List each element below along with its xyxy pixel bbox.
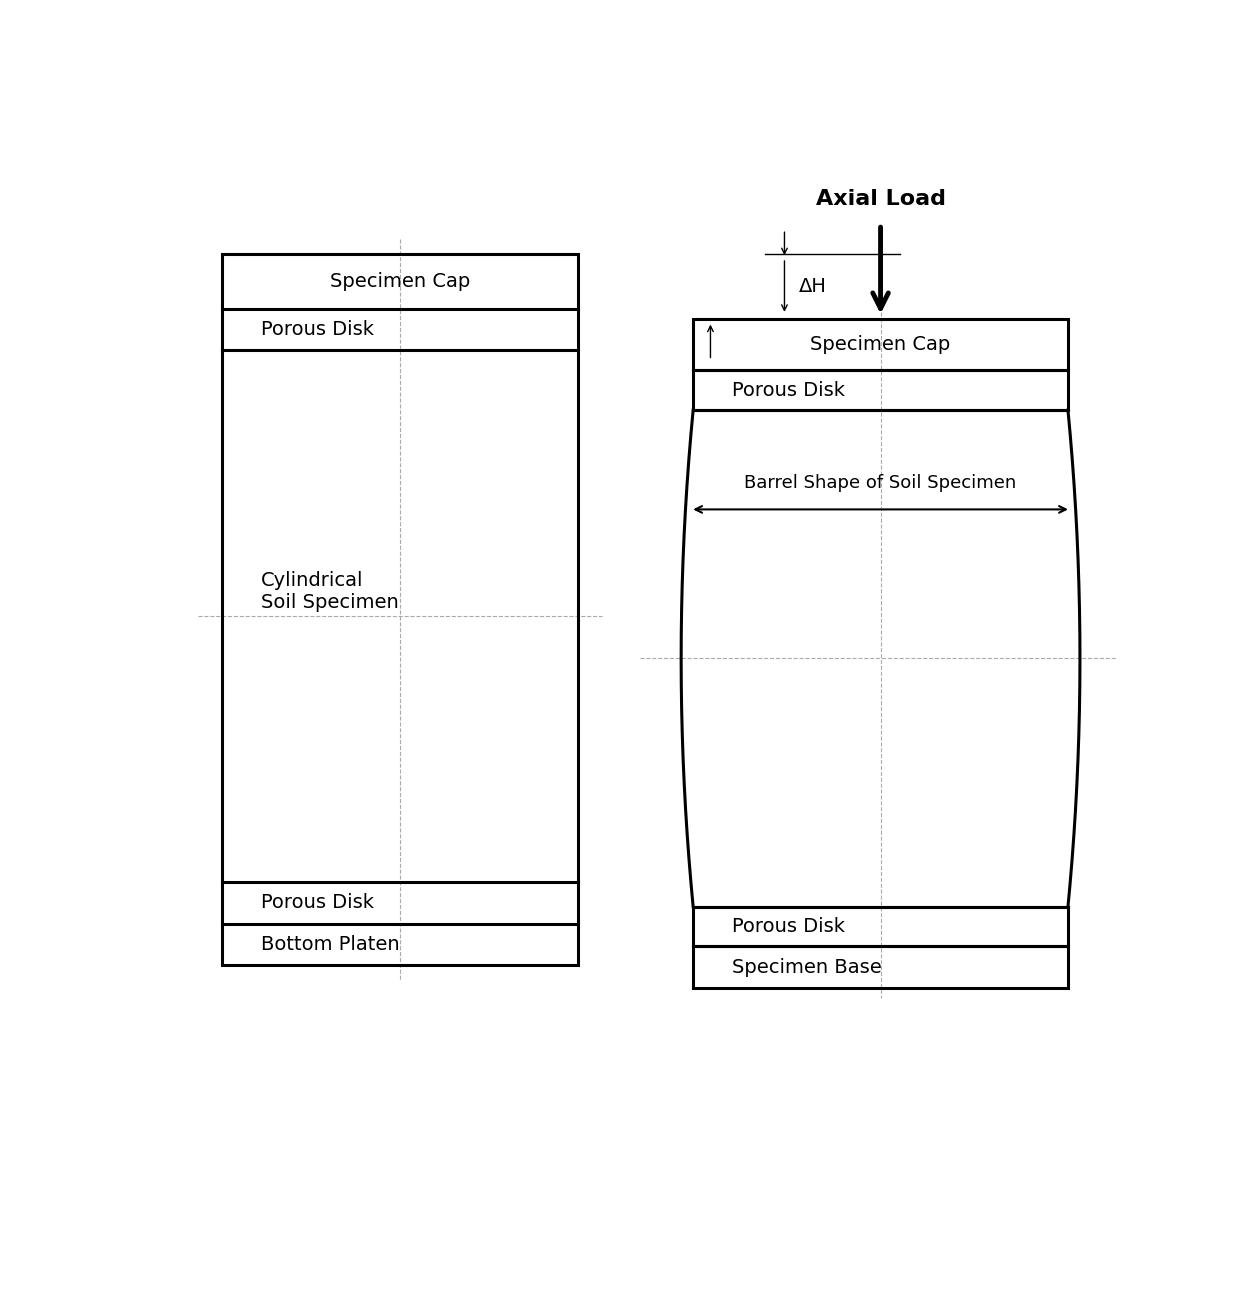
- Text: Axial Load: Axial Load: [816, 190, 946, 209]
- Text: Barrel Shape of Soil Specimen: Barrel Shape of Soil Specimen: [744, 473, 1017, 491]
- Text: Specimen Base: Specimen Base: [732, 957, 882, 977]
- Text: Specimen Cap: Specimen Cap: [811, 335, 951, 353]
- Text: Porous Disk: Porous Disk: [260, 893, 373, 912]
- Text: Porous Disk: Porous Disk: [260, 320, 373, 339]
- Text: Bottom Platen: Bottom Platen: [260, 935, 399, 955]
- Text: Cylindrical
Soil Specimen: Cylindrical Soil Specimen: [260, 571, 398, 611]
- Text: ΔH: ΔH: [799, 277, 827, 295]
- Text: Specimen Cap: Specimen Cap: [330, 272, 470, 292]
- Text: Porous Disk: Porous Disk: [732, 917, 844, 937]
- Text: Porous Disk: Porous Disk: [732, 381, 844, 400]
